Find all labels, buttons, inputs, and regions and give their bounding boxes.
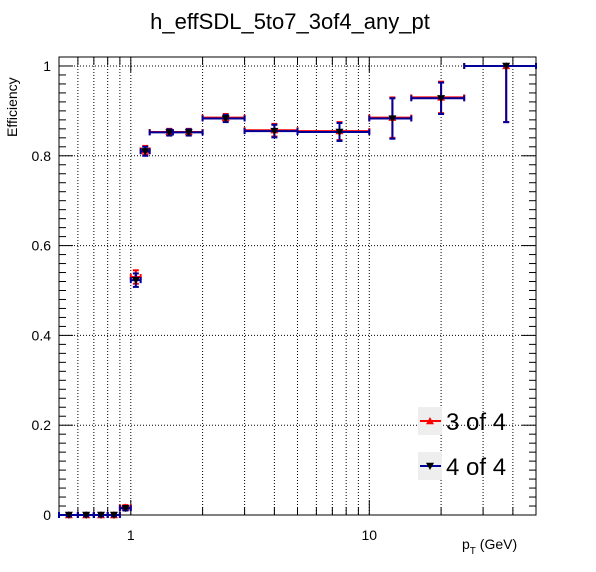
data-marker	[270, 127, 279, 136]
y-axis-label: Efficiency	[4, 77, 20, 137]
data-marker	[64, 511, 73, 519]
data-point	[296, 122, 371, 142]
legend-label-4of4: 4 of 4	[446, 454, 506, 481]
y-tick-label: 0.6	[32, 238, 52, 254]
data-point	[463, 62, 537, 124]
data-point	[410, 81, 466, 116]
axes: 1 10 0 0.2 0.4 0.6 0.8 1	[32, 56, 537, 543]
y-tick-label: 0.8	[32, 148, 52, 164]
data-marker	[109, 511, 118, 519]
x-axis-label-sub: T	[470, 546, 476, 557]
legend-marker-3of4	[420, 417, 441, 425]
legend-symbol	[426, 417, 434, 425]
chart-title: h_effSDL_5to7_3of4_any_pt	[150, 9, 430, 34]
data-marker	[502, 62, 511, 70]
data-point	[171, 128, 204, 137]
data-marker	[437, 95, 446, 103]
data-point	[368, 97, 413, 140]
grid	[59, 57, 536, 515]
data-point	[92, 511, 109, 519]
data-point	[463, 61, 537, 124]
legend-marker-4of4	[420, 462, 441, 470]
legend-label-3of4: 3 of 4	[446, 409, 506, 436]
data-point	[106, 511, 121, 519]
data-point	[148, 128, 174, 137]
x-tick-label: 1	[127, 527, 135, 543]
data-marker	[335, 128, 344, 136]
x-axis-label: pT (GeV)	[462, 536, 517, 557]
data-point	[243, 123, 299, 139]
legend-symbol	[426, 462, 434, 470]
legend: 3 of 4 4 of 4	[418, 407, 506, 481]
y-tick-label: 0.4	[32, 327, 52, 343]
y-tick-label: 0	[43, 507, 51, 523]
y-tick-label: 1	[43, 58, 51, 74]
data-marker	[388, 115, 397, 123]
data-marker	[221, 115, 230, 123]
data-marker	[141, 148, 150, 156]
data-point	[201, 113, 246, 124]
data-series	[58, 61, 537, 519]
y-tick-label: 0.2	[32, 417, 52, 433]
data-marker	[82, 511, 91, 519]
data-marker	[121, 505, 130, 513]
data-marker	[165, 129, 174, 137]
data-point	[139, 145, 151, 157]
data-point	[58, 511, 79, 519]
x-axis-label-unit: (GeV)	[476, 536, 517, 552]
x-axis-label-main: p	[462, 536, 470, 552]
series-4of4	[58, 62, 537, 519]
data-marker	[96, 511, 105, 519]
data-marker	[131, 276, 140, 285]
data-point	[118, 505, 132, 513]
data-marker	[184, 129, 193, 137]
x-tick-label: 10	[362, 527, 378, 543]
data-point	[76, 511, 95, 519]
data-point	[129, 272, 142, 288]
